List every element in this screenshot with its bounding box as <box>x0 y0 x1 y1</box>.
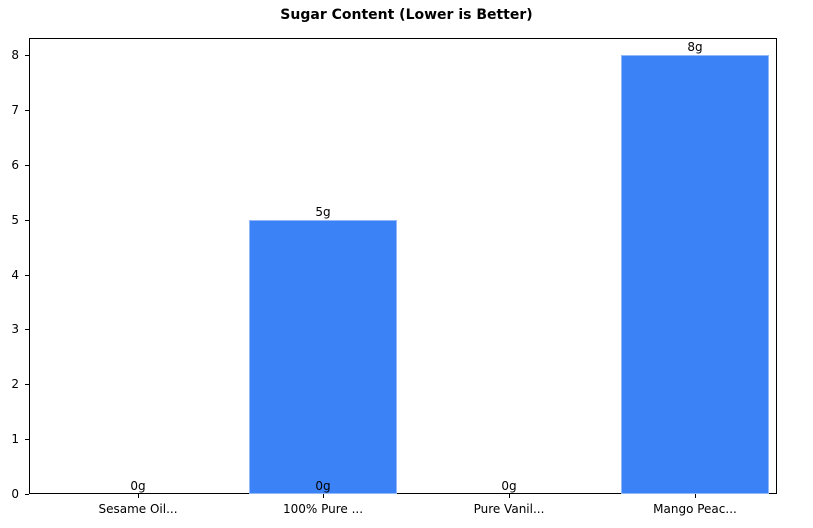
y-tick-mark <box>25 494 29 495</box>
y-tick-label: 8 <box>11 48 19 62</box>
bar <box>249 219 397 494</box>
y-tick-mark <box>25 55 29 56</box>
y-tick-mark <box>25 164 29 166</box>
x-tick-label: 100% Pure ... <box>282 502 364 516</box>
y-tick-mark <box>25 329 29 331</box>
value-label: 0g <box>501 479 517 493</box>
y-tick-mark <box>25 384 29 386</box>
x-tick-label: Mango Peac... <box>653 502 737 516</box>
y-tick-mark <box>25 219 29 221</box>
y-tick-label: 4 <box>11 267 19 282</box>
y-tick-label: 0 <box>11 487 19 501</box>
base-value-label: 0g <box>315 479 331 493</box>
y-tick-mark <box>25 439 29 441</box>
y-tick-label: 5 <box>11 212 19 227</box>
x-tick-mark <box>138 494 139 498</box>
y-tick-label: 7 <box>11 102 19 117</box>
x-tick-label: Sesame Oil... <box>98 502 178 516</box>
chart-title: Sugar Content (Lower is Better) <box>280 7 533 23</box>
value-label: 0g <box>130 479 146 493</box>
y-tick-mark <box>25 109 29 111</box>
x-tick-mark <box>695 494 696 498</box>
value-label: 5g <box>315 204 331 219</box>
x-tick-mark <box>323 494 324 498</box>
y-tick-label: 2 <box>11 377 19 392</box>
y-tick-label: 1 <box>11 432 19 447</box>
y-tick-label: 3 <box>11 322 19 337</box>
y-tick-label: 6 <box>11 157 19 172</box>
bar <box>621 55 769 494</box>
plot-area <box>29 38 777 494</box>
x-tick-label: Pure Vanil... <box>473 502 545 516</box>
x-tick-mark <box>509 494 510 498</box>
y-tick-mark <box>25 274 29 276</box>
value-label: 8g <box>687 40 703 54</box>
